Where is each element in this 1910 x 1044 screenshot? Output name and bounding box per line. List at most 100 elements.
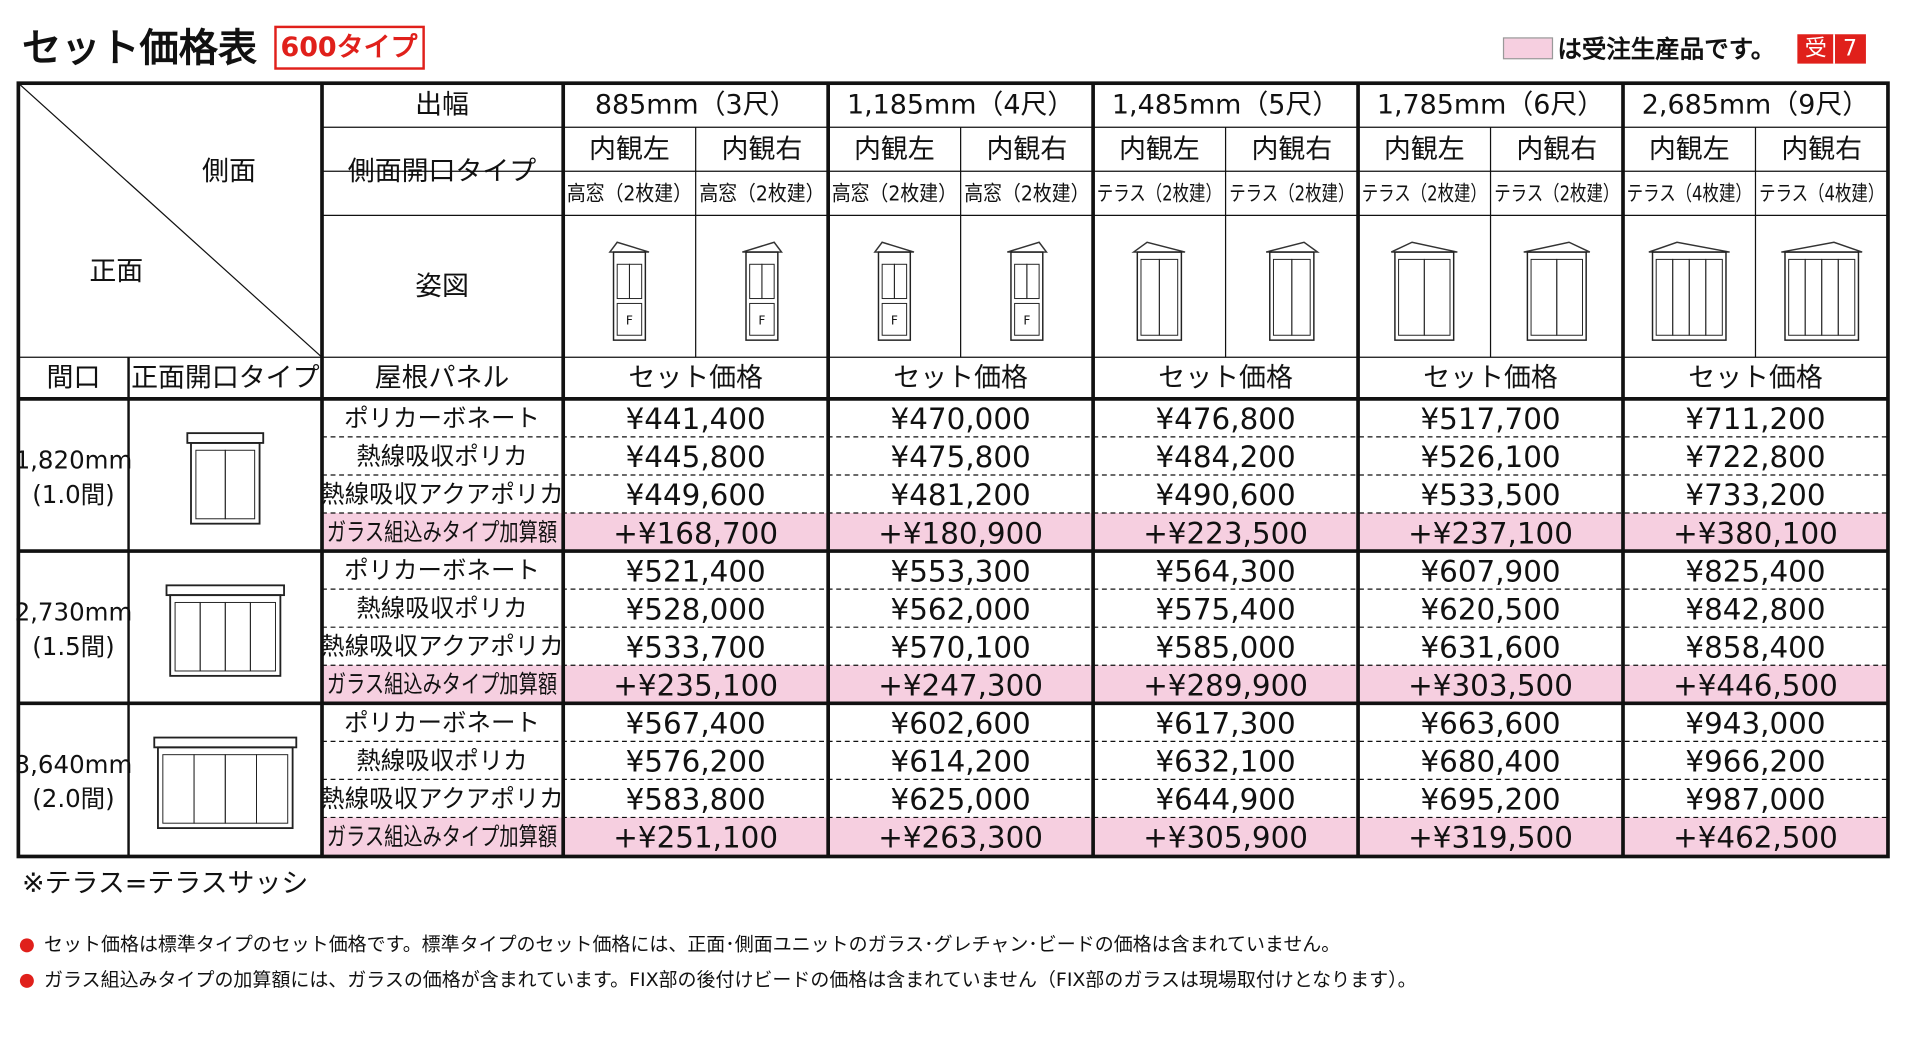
price: ¥987,000 (1685, 783, 1825, 817)
legend-swatch (1502, 37, 1554, 60)
front-figure (186, 432, 265, 444)
side-figure (608, 241, 650, 253)
cell-text: 熱線吸収アクアポリカ (320, 784, 564, 813)
side-figure (1821, 258, 1839, 336)
side-figure (1556, 258, 1583, 336)
front-figure (256, 754, 289, 824)
cell-text: セット価格 (1688, 363, 1823, 394)
cell-text: (2.0間) (32, 784, 115, 813)
cell-text: ガラス組込みタイプ加算額 (327, 518, 557, 547)
side-figure (1526, 251, 1587, 341)
price: +¥251,100 (613, 821, 778, 855)
side-figure (1390, 241, 1458, 253)
side-figure (616, 302, 643, 336)
cell-text: 内観左 (1119, 134, 1200, 165)
figure-label: F (891, 314, 898, 328)
side-figure (1648, 241, 1730, 253)
side-figure (1688, 258, 1707, 336)
price: +¥303,500 (1408, 668, 1573, 702)
price: ¥476,800 (1156, 402, 1296, 436)
cell-text: 2,685mm（9尺） (1642, 90, 1869, 121)
price: +¥446,500 (1673, 668, 1838, 702)
price: ¥567,400 (626, 707, 766, 741)
cell-text: 2,730mm (15, 598, 133, 627)
cell-text: 高窓（2枚建） (699, 181, 824, 205)
cell-text: 熱線吸収ポリカ (356, 746, 527, 775)
order-row-bg (322, 817, 1888, 856)
price: ¥680,400 (1420, 745, 1560, 779)
price: ¥695,200 (1420, 783, 1560, 817)
price: +¥263,300 (878, 821, 1043, 855)
price: ¥625,000 (891, 783, 1031, 817)
table-border (16, 81, 1890, 859)
price: ¥966,200 (1685, 745, 1825, 779)
side-figure (1265, 241, 1320, 253)
cell-text: 1,485mm（5尺） (1112, 90, 1339, 121)
front-figure (224, 754, 257, 824)
price: ¥607,900 (1420, 554, 1560, 588)
price: ¥842,800 (1685, 592, 1825, 626)
figure-label: F (626, 314, 633, 328)
cell-text: (1.0間) (32, 480, 115, 509)
price: ¥564,300 (1156, 554, 1296, 588)
side-figure (1705, 258, 1723, 336)
side-figure (1804, 258, 1823, 336)
note: ガラス組込みタイプの加算額には、ガラスの価格が含まれています。FIX部の後付けビ… (44, 969, 1416, 991)
cell-text: 3,640mm (15, 750, 133, 779)
front-figure (195, 449, 226, 520)
price: +¥223,500 (1143, 516, 1308, 550)
side-figure (1140, 258, 1160, 336)
price: ¥733,200 (1685, 478, 1825, 512)
front-figure (224, 601, 251, 672)
side-figure (1131, 241, 1186, 253)
order-row-bg (322, 513, 1888, 552)
front-figure (174, 601, 201, 672)
side-figure (749, 263, 763, 300)
cell-text: 高窓（2枚建） (964, 181, 1089, 205)
cell-text: セット価格 (1423, 363, 1558, 394)
price: ¥475,800 (891, 440, 1031, 474)
side-figure (1655, 258, 1674, 336)
front-figure (157, 746, 294, 830)
price: ¥711,200 (1685, 402, 1825, 436)
badge-box (274, 25, 425, 70)
cell-text: 熱線吸収アクアポリカ (320, 480, 564, 509)
figure-label: F (758, 314, 765, 328)
price: ¥576,200 (626, 745, 766, 779)
price: +¥305,900 (1143, 821, 1308, 855)
price: ¥602,600 (891, 707, 1031, 741)
cell-text: テラス（2枚建） (1362, 181, 1487, 205)
price: ¥490,600 (1156, 478, 1296, 512)
side-figure (877, 251, 912, 341)
price: +¥180,900 (878, 516, 1043, 550)
price: ¥722,800 (1685, 440, 1825, 474)
cell-text: 出幅 (415, 90, 469, 121)
side-figure (742, 241, 783, 253)
cell-text: 熱線吸収アクアポリカ (320, 632, 564, 661)
figure-label: F (1023, 314, 1030, 328)
price: ¥533,700 (626, 630, 766, 664)
cell-text: テラス（2枚建） (1494, 181, 1619, 205)
side-figure (616, 263, 630, 300)
side-figure (1026, 263, 1040, 300)
legend-badge-bg (1797, 34, 1866, 64)
side-figure (1530, 258, 1558, 336)
side-figure (749, 302, 775, 336)
price: ¥470,000 (891, 402, 1031, 436)
side-figure (881, 302, 908, 336)
side-figure (1651, 251, 1727, 341)
front-figure (249, 601, 276, 672)
cell-text: ポリカーボネート (344, 556, 540, 585)
cell-text: 側面 (202, 156, 256, 187)
side-figure (1007, 241, 1048, 253)
side-figure (881, 263, 895, 300)
cell-text: 正面 (89, 256, 143, 287)
side-figure (893, 263, 908, 300)
cell-text: 内観左 (854, 134, 935, 165)
side-figure (1423, 258, 1451, 336)
price: ¥583,800 (626, 783, 766, 817)
price: ¥663,600 (1420, 707, 1560, 741)
title: セット価格表 (22, 26, 258, 71)
price: ¥562,000 (891, 592, 1031, 626)
